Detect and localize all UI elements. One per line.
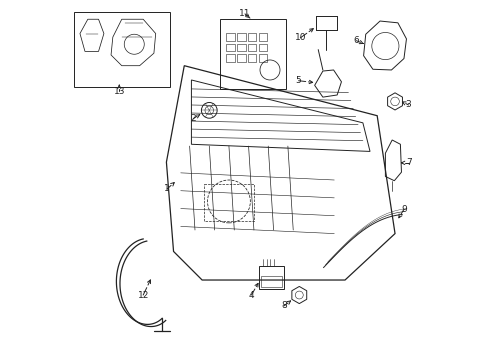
Text: 1: 1 [164,184,170,193]
Bar [248,54,256,62]
Bar [220,19,286,89]
Bar [259,44,267,51]
Bar [259,33,267,41]
Text: 5: 5 [295,76,301,85]
Bar [261,276,282,287]
Text: 9: 9 [401,205,407,214]
Bar [226,44,235,51]
Bar [237,44,245,51]
Text: 8: 8 [281,301,287,310]
Text: 3: 3 [406,100,412,109]
Bar [226,54,235,62]
Bar [74,12,170,87]
Text: 10: 10 [294,33,306,42]
Bar [259,54,267,62]
Text: 13: 13 [114,87,125,96]
Text: 12: 12 [138,291,149,300]
Text: 4: 4 [248,291,254,300]
Text: 7: 7 [406,158,412,167]
Bar [237,54,245,62]
Text: 2: 2 [191,114,196,123]
Bar [237,33,245,41]
Bar [226,33,235,41]
Bar [248,44,256,51]
Text: 6: 6 [354,36,359,45]
Bar [248,33,256,41]
Text: 11: 11 [239,9,251,18]
Bar [259,266,284,289]
